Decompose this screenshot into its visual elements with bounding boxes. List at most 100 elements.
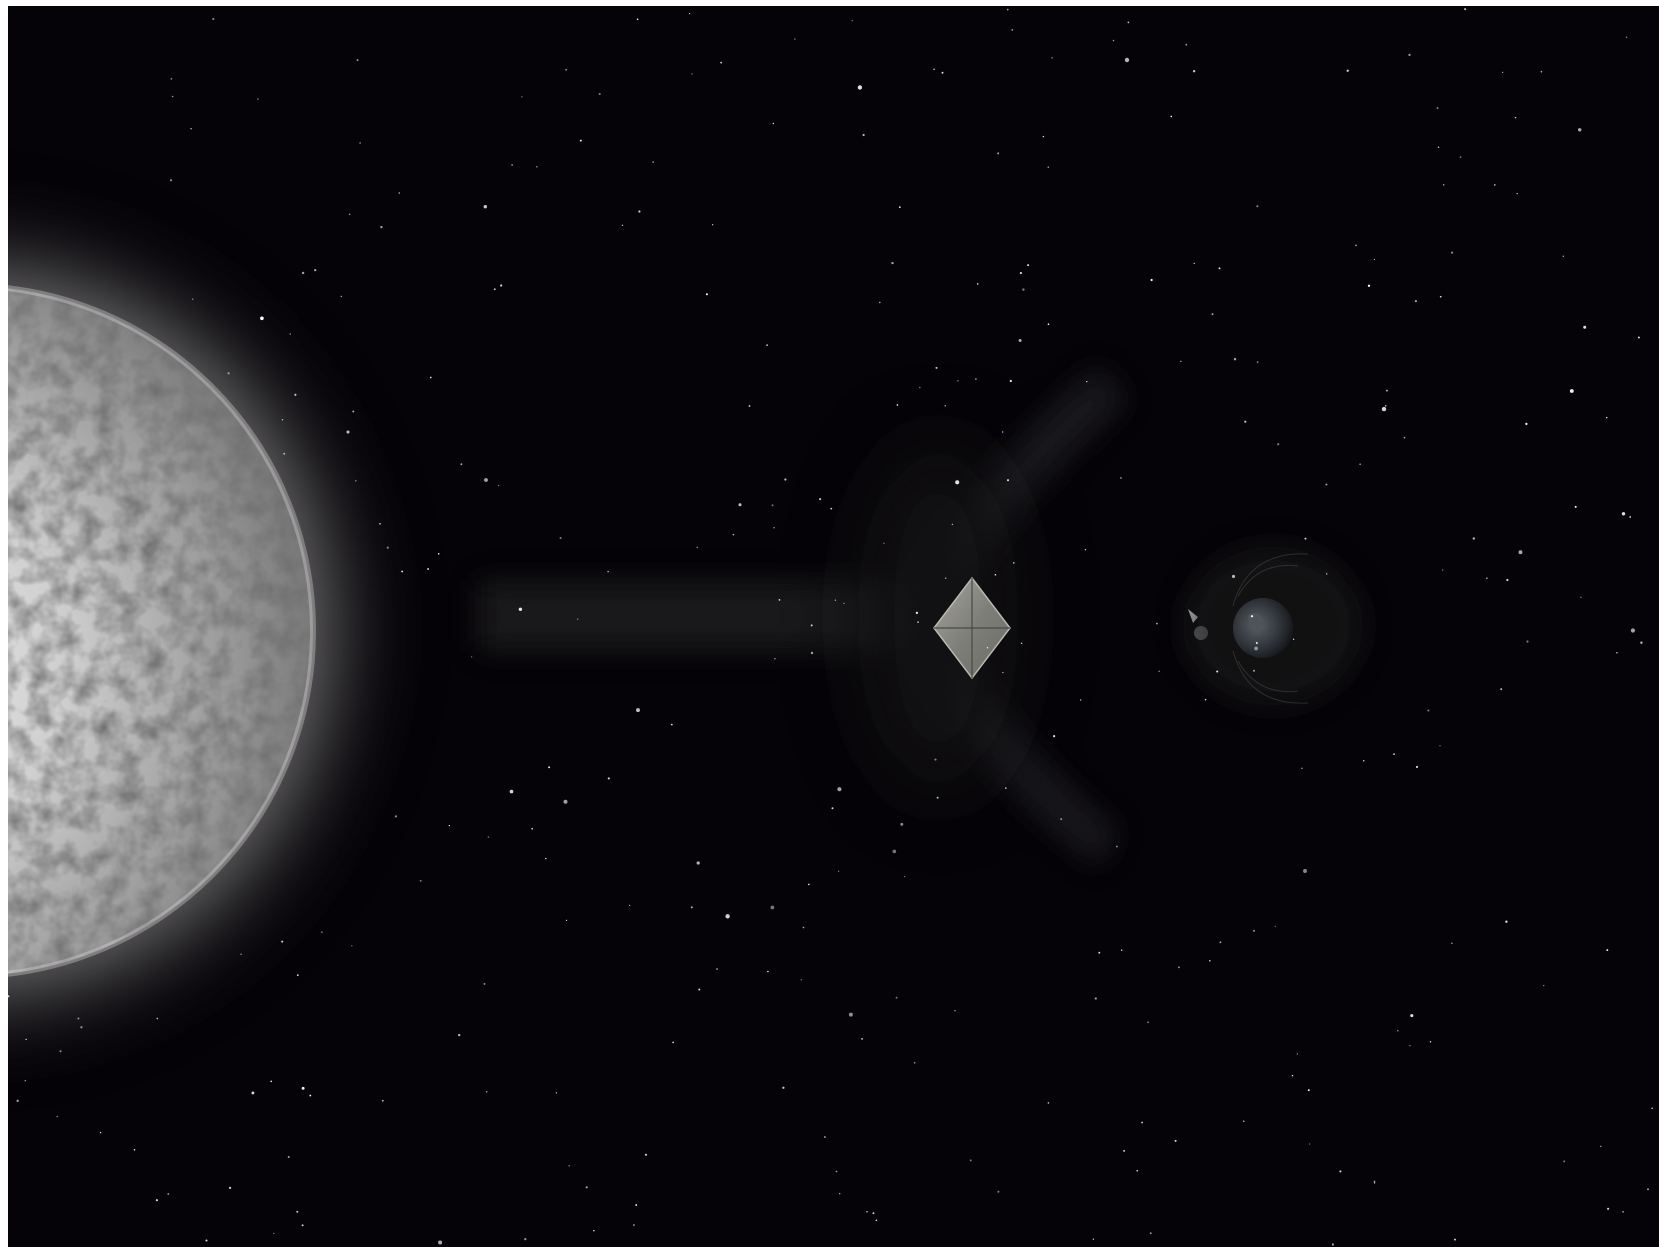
sun [8,213,388,1049]
star [670,723,673,726]
star [883,542,885,545]
star [1141,1121,1144,1124]
star [954,1009,956,1012]
star [1637,336,1640,339]
star [1451,942,1453,944]
star [951,523,954,526]
star [1408,53,1411,57]
star [913,1061,916,1064]
star [696,861,700,865]
star [1439,295,1442,298]
star [99,1131,102,1134]
star [1640,641,1643,644]
star [386,546,389,549]
star [500,284,503,287]
star [1252,929,1256,932]
star [296,974,299,976]
star [379,522,381,525]
star [1454,1238,1456,1241]
space-scene [8,6,1659,1247]
star [1516,192,1518,195]
star [568,1164,571,1167]
star [1053,735,1056,738]
star [638,210,641,213]
star [227,372,230,375]
star [1158,670,1160,673]
star [521,96,523,98]
star [771,504,774,507]
star [1500,688,1503,691]
star [1170,115,1173,118]
star [283,452,286,455]
star [460,463,463,466]
star [281,940,284,943]
star [696,546,698,549]
star [772,122,775,125]
star [997,152,1000,155]
star [1303,869,1307,873]
star [1018,338,1022,343]
star [672,1041,674,1044]
star [917,621,919,623]
star [1006,479,1010,482]
star [1244,420,1247,423]
star [1607,1207,1610,1210]
star [563,799,568,804]
star [738,503,742,507]
star [778,599,781,601]
star [895,996,898,999]
star [1346,69,1349,72]
star [1625,36,1628,39]
star [690,906,693,909]
star [986,646,989,649]
star [518,607,523,612]
star [1047,1102,1050,1104]
star [1563,1160,1566,1163]
star [380,225,383,229]
star [1011,28,1014,31]
star [1084,548,1087,551]
star [448,824,450,827]
star [1616,652,1618,654]
star [1359,463,1361,465]
star [497,484,500,487]
star [1429,1040,1432,1043]
star [1006,8,1009,11]
star [1415,765,1419,769]
star [705,293,708,296]
star [577,618,579,620]
star [1339,1170,1342,1173]
star [1647,1188,1649,1191]
star [314,268,317,272]
star [838,1192,841,1195]
star [878,301,881,304]
star [205,1239,208,1242]
star [955,480,960,485]
star [1373,258,1376,261]
star [548,766,551,769]
star [544,857,547,860]
star [398,192,401,194]
star [565,68,568,71]
star [857,85,863,90]
star [1002,431,1004,433]
star [419,879,422,882]
star [8,995,10,998]
star [251,1091,255,1095]
star [273,1232,275,1235]
star [1630,628,1635,633]
star [1004,787,1007,789]
star [493,288,496,291]
star [1577,128,1582,132]
star [892,849,897,854]
star [800,979,803,981]
star [80,1026,83,1029]
star [875,1219,878,1222]
star [340,295,342,298]
star [1622,1210,1625,1213]
star [688,12,691,15]
star [997,1190,1000,1193]
star [774,657,776,660]
star [438,1240,443,1245]
star [1027,264,1030,267]
